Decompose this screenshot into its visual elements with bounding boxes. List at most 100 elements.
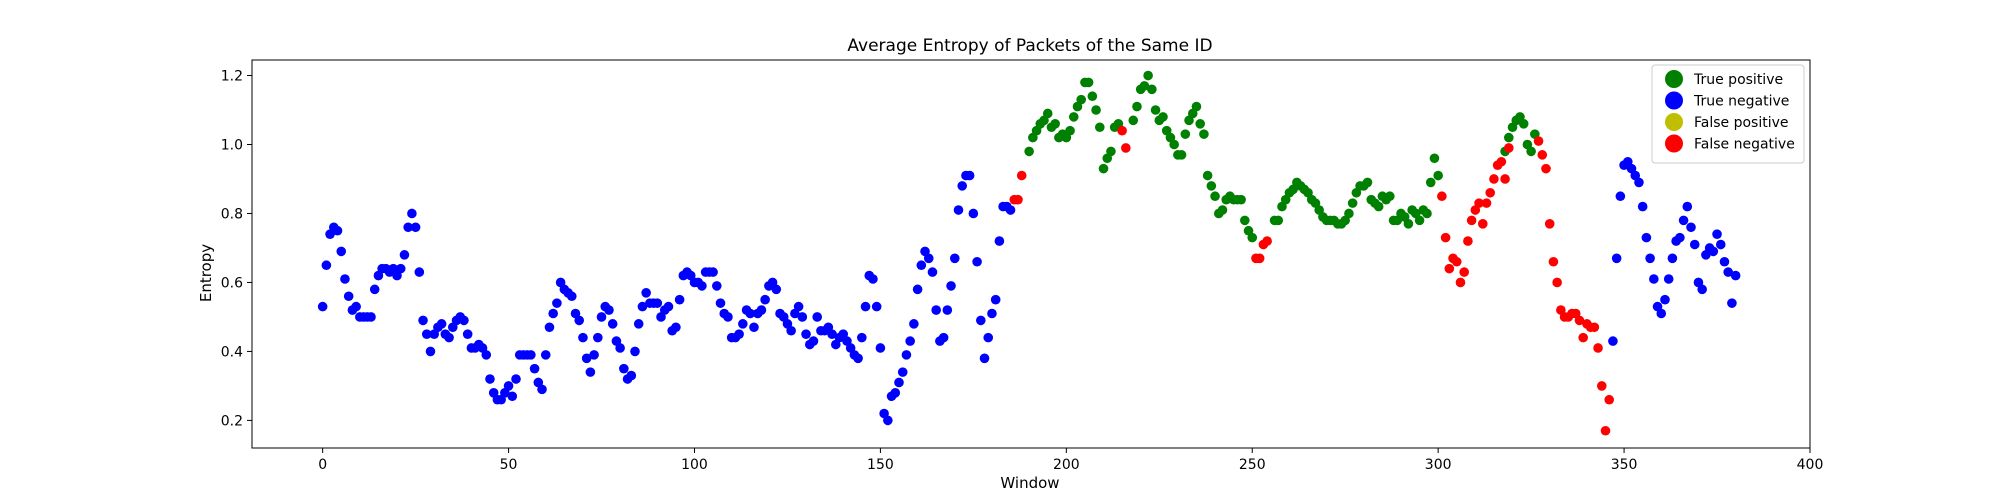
data-point xyxy=(938,332,949,343)
data-point xyxy=(1414,215,1425,226)
data-point xyxy=(1496,156,1507,167)
data-point xyxy=(1373,201,1384,212)
data-point xyxy=(607,319,618,329)
data-point xyxy=(1451,256,1462,267)
data-point xyxy=(1649,274,1659,284)
legend-marker xyxy=(1665,113,1683,131)
data-point xyxy=(1667,253,1678,264)
data-point xyxy=(596,312,607,322)
data-point xyxy=(410,222,421,233)
data-point xyxy=(1098,163,1109,174)
data-point xyxy=(1526,146,1536,157)
data-point xyxy=(994,236,1005,246)
data-point xyxy=(1210,191,1220,202)
data-point xyxy=(723,312,733,322)
data-point xyxy=(957,181,968,191)
data-point xyxy=(399,250,410,260)
legend-label: True negative xyxy=(1693,94,1789,110)
data-point xyxy=(407,208,417,219)
y-tick-label: 0.6 xyxy=(221,275,243,291)
data-point xyxy=(1362,177,1373,188)
data-point xyxy=(1091,105,1101,115)
data-point xyxy=(485,374,495,384)
y-tick-label: 1.0 xyxy=(221,137,243,153)
series-true-negative xyxy=(317,156,1741,426)
data-point xyxy=(972,256,982,267)
data-point xyxy=(1199,129,1209,139)
data-point xyxy=(630,346,640,357)
data-point xyxy=(1481,198,1492,208)
data-point xyxy=(1477,219,1488,229)
data-point xyxy=(1574,315,1585,326)
legend-marker xyxy=(1665,70,1683,88)
legend-label: False negative xyxy=(1694,137,1795,153)
data-point xyxy=(529,363,540,374)
data-point xyxy=(979,353,990,364)
data-point xyxy=(801,329,811,339)
data-point xyxy=(1150,105,1161,115)
data-point xyxy=(1176,150,1187,160)
data-point xyxy=(1634,177,1644,188)
data-point xyxy=(708,267,718,277)
chart-title: Average Entropy of Packets of the Same I… xyxy=(847,36,1212,56)
data-point xyxy=(1106,146,1116,157)
data-point xyxy=(1195,119,1205,129)
data-point xyxy=(462,329,473,339)
data-point xyxy=(1459,267,1469,277)
data-point xyxy=(1013,194,1023,205)
data-point xyxy=(968,208,979,219)
x-tick-label: 50 xyxy=(500,457,518,473)
data-point xyxy=(1504,143,1514,153)
legend-marker xyxy=(1665,91,1683,110)
data-point xyxy=(808,336,819,346)
legend-marker xyxy=(1665,134,1683,153)
data-point xyxy=(1128,115,1139,126)
data-point xyxy=(548,308,558,319)
data-point xyxy=(1578,332,1588,343)
data-point xyxy=(1689,239,1700,250)
data-point xyxy=(1466,215,1477,226)
data-point xyxy=(395,263,406,274)
data-point xyxy=(1254,253,1265,264)
data-point xyxy=(1686,222,1696,233)
data-point xyxy=(897,367,908,377)
data-point xyxy=(1485,187,1496,198)
data-point xyxy=(1139,81,1150,91)
data-point xyxy=(1180,129,1191,139)
data-point xyxy=(1169,139,1179,150)
plot-area-frame xyxy=(251,59,1811,449)
data-point xyxy=(593,332,603,343)
data-point xyxy=(1678,215,1689,226)
data-point xyxy=(663,301,674,312)
data-point xyxy=(1604,394,1615,405)
data-point xyxy=(1273,215,1284,226)
data-point xyxy=(853,353,863,364)
data-point xyxy=(1202,170,1213,181)
data-point xyxy=(574,315,585,326)
data-point xyxy=(987,308,997,319)
x-tick-label: 300 xyxy=(1425,457,1452,473)
data-point xyxy=(1344,208,1354,219)
data-point xyxy=(964,170,975,181)
data-point xyxy=(537,384,547,395)
data-point xyxy=(507,391,518,402)
data-point xyxy=(317,301,328,312)
data-point xyxy=(503,381,514,391)
data-point xyxy=(1191,101,1202,112)
data-point xyxy=(1042,108,1053,119)
data-point xyxy=(626,370,637,381)
data-point xyxy=(1675,232,1685,243)
data-point xyxy=(1429,153,1440,164)
data-point xyxy=(414,267,425,277)
data-point xyxy=(459,315,469,326)
data-point xyxy=(1433,170,1443,181)
data-point xyxy=(1262,236,1272,246)
data-point xyxy=(1645,253,1655,264)
data-point xyxy=(1660,294,1670,305)
data-point xyxy=(827,329,837,339)
data-point xyxy=(976,315,986,326)
y-tick-label: 1.2 xyxy=(221,69,243,85)
data-point xyxy=(351,301,361,312)
legend: True positive True negative False positive… xyxy=(1651,64,1805,164)
